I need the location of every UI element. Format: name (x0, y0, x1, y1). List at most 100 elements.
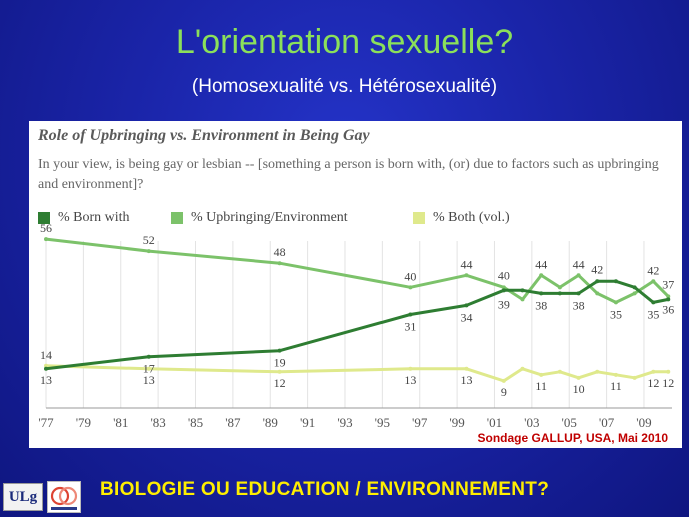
series-line-0 (45, 279, 669, 371)
x-tick-label: '83 (150, 415, 165, 430)
data-label: 44 (573, 257, 585, 271)
data-point (44, 237, 48, 242)
data-label: 44 (460, 257, 472, 271)
data-label: 19 (274, 356, 286, 370)
data-point (277, 261, 282, 266)
data-label: 39 (498, 297, 510, 311)
x-tick-label: '77 (38, 415, 54, 430)
data-point (651, 300, 656, 305)
x-tick-label: '85 (188, 415, 203, 430)
data-point (44, 363, 48, 368)
data-point (651, 279, 656, 284)
legend-label-born-with: % Born with (58, 210, 130, 225)
data-label: 34 (460, 310, 472, 324)
line-chart-plot: '77 '79 '81 '83 '85 '87 '89 '91 '93 '95 '97 '99 '01 '… (38, 221, 674, 430)
data-point (557, 291, 562, 296)
data-point (576, 273, 581, 278)
data-label: 52 (143, 233, 155, 247)
slide-subtitle: (Homosexualité vs. Hétérosexualité) (191, 76, 498, 97)
x-tick-label: '99 (449, 415, 464, 430)
data-point (539, 291, 544, 296)
data-point (277, 348, 282, 353)
data-point (595, 291, 600, 296)
data-label: 17 (143, 362, 155, 376)
data-label: 10 (573, 382, 585, 396)
data-label: 40 (498, 268, 510, 282)
data-label: 35 (647, 307, 659, 321)
data-point (613, 300, 618, 305)
data-point (666, 297, 671, 302)
data-label: 13 (40, 373, 52, 387)
data-label: 36 (662, 302, 674, 316)
data-point (146, 354, 151, 359)
data-point (501, 288, 506, 293)
data-label: 12 (274, 376, 286, 390)
data-point (146, 249, 151, 254)
x-tick-label: '97 (412, 415, 428, 430)
data-point (408, 366, 413, 371)
data-point (539, 273, 544, 278)
slide-footer: BIOLOGIE OU EDUCATION / ENVIRONNEMENT? (100, 479, 550, 500)
data-label: 13 (404, 373, 416, 387)
data-point (501, 378, 506, 383)
giga-logo-icon (47, 481, 81, 513)
data-label: 11 (535, 379, 547, 393)
data-label: 38 (535, 298, 547, 312)
data-label: 13 (460, 373, 472, 387)
data-label: 31 (404, 319, 416, 333)
data-point (146, 366, 151, 371)
data-point (632, 375, 637, 380)
data-point (632, 291, 637, 296)
data-point (666, 369, 671, 374)
legend-label-both: % Both (vol.) (433, 210, 510, 225)
data-label: 14 (40, 348, 52, 362)
data-label: 48 (274, 245, 286, 259)
data-point (408, 285, 413, 290)
x-tick-label: '03 (524, 415, 539, 430)
data-point (44, 366, 48, 371)
legend-label-upbringing: % Upbringing/Environment (191, 210, 348, 225)
data-label: 9 (501, 385, 507, 399)
legend-item-born-with: % Born with (38, 210, 130, 226)
data-point (576, 375, 581, 380)
data-point (464, 273, 469, 278)
x-tick-label: '07 (599, 415, 615, 430)
x-tick-label: '95 (375, 415, 390, 430)
data-label: 38 (573, 298, 585, 312)
data-label: 13 (143, 373, 155, 387)
data-label: 44 (535, 257, 547, 271)
data-point (520, 366, 525, 371)
legend-swatch-born-with (38, 212, 50, 224)
data-label: 35 (610, 307, 622, 321)
data-label: 37 (662, 277, 674, 291)
data-label: 12 (662, 376, 674, 390)
ulg-logo: ULg (3, 483, 43, 511)
data-point (595, 369, 600, 374)
data-point (464, 366, 469, 371)
x-tick-label: '01 (487, 415, 502, 430)
data-label: 56 (40, 221, 52, 235)
data-point (520, 288, 525, 293)
data-point (501, 285, 506, 290)
x-tick-label: '05 (562, 415, 577, 430)
legend-swatch-both (413, 212, 425, 224)
data-point (408, 312, 413, 317)
x-tick-label: '87 (225, 415, 241, 430)
chart-title: Role of Upbringing vs. Environment in Be… (38, 127, 370, 144)
data-point (557, 285, 562, 290)
legend-item-both: % Both (vol.) (413, 210, 510, 226)
data-point (613, 279, 618, 284)
data-label: 11 (610, 379, 622, 393)
legend-swatch-upbringing (171, 212, 183, 224)
x-tick-label: '81 (113, 415, 128, 430)
slide-title: L'orientation sexuelle? (175, 23, 514, 61)
data-point (666, 294, 671, 299)
chart-panel: Role of Upbringing vs. Environment in Be… (29, 121, 682, 448)
data-point (277, 369, 282, 374)
data-label: 12 (647, 376, 659, 390)
data-point (557, 369, 562, 374)
x-tick-label: '93 (337, 415, 352, 430)
data-point (520, 297, 525, 302)
data-point (595, 279, 600, 284)
data-label: 42 (647, 263, 659, 277)
